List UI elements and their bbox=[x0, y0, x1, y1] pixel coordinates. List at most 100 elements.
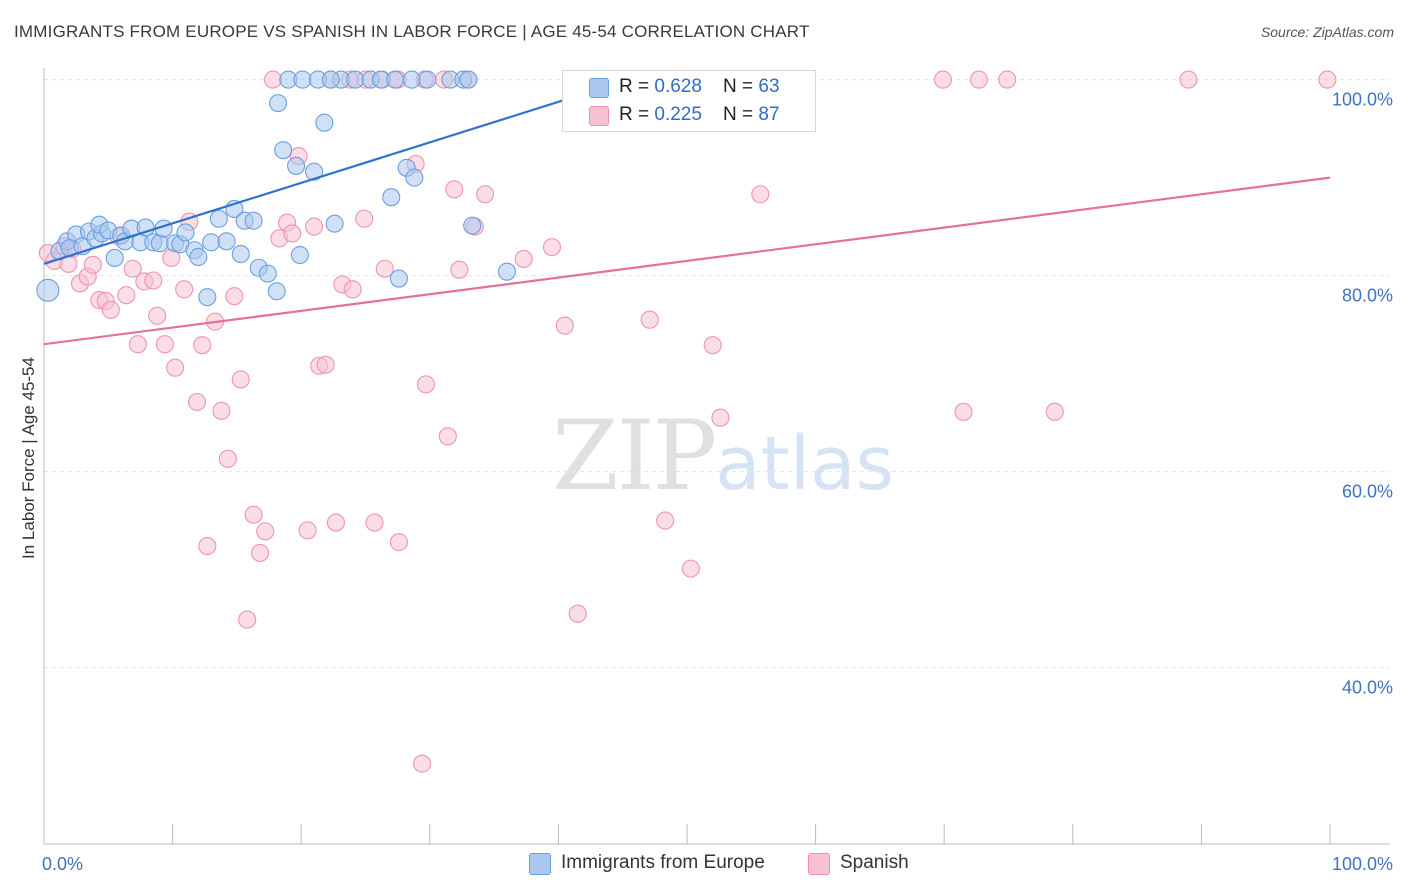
spanish-point bbox=[83, 255, 102, 274]
spanish-point bbox=[283, 224, 302, 243]
spanish-point bbox=[305, 217, 324, 236]
europe-point bbox=[209, 209, 228, 228]
chart-title: IMMIGRANTS FROM EUROPE VS SPANISH IN LAB… bbox=[14, 22, 810, 41]
watermark-zip: ZIP bbox=[552, 400, 717, 512]
europe-legend-swatch bbox=[529, 853, 551, 875]
legend-spanish-stats: R = 0.225 N = 87 bbox=[619, 104, 780, 126]
spanish-point bbox=[101, 300, 120, 319]
y-tick-label: 40.0% bbox=[1342, 678, 1393, 698]
europe-point bbox=[389, 269, 408, 288]
spanish-point bbox=[123, 259, 142, 278]
europe-point bbox=[269, 94, 288, 113]
correlation-legend: R = 0.628 N = 63 R = 0.225 N = 87 bbox=[562, 70, 816, 132]
europe-point bbox=[105, 248, 124, 268]
europe-n-value: 63 bbox=[758, 76, 780, 97]
spanish-legend-swatch bbox=[808, 853, 830, 875]
europe-n-label: N = bbox=[723, 76, 759, 97]
spanish-point bbox=[450, 260, 469, 279]
europe-point bbox=[325, 214, 344, 233]
europe-point bbox=[497, 262, 517, 281]
spanish-point bbox=[389, 533, 408, 552]
spanish-point bbox=[365, 513, 384, 532]
spanish-r-value: 0.225 bbox=[654, 104, 702, 125]
spanish-point bbox=[703, 336, 722, 355]
europe-point bbox=[267, 282, 286, 301]
europe-point bbox=[418, 70, 437, 89]
spanish-point bbox=[218, 449, 237, 468]
spanish-r-label: R = bbox=[619, 104, 655, 125]
europe-point bbox=[463, 216, 482, 235]
spanish-point bbox=[1179, 70, 1198, 89]
europe-trend-line bbox=[43, 78, 630, 265]
spanish-point bbox=[198, 537, 217, 556]
europe-point bbox=[274, 141, 293, 160]
europe-point bbox=[386, 70, 405, 89]
spanish-point bbox=[326, 513, 345, 532]
europe-point bbox=[346, 70, 365, 89]
europe-point bbox=[402, 70, 421, 89]
europe-point bbox=[293, 70, 312, 89]
spanish-point bbox=[555, 316, 574, 335]
spanish-point bbox=[166, 358, 185, 377]
europe-point bbox=[136, 218, 155, 237]
europe-point bbox=[321, 70, 340, 89]
spanish-point bbox=[445, 180, 464, 199]
spanish-point bbox=[231, 370, 250, 389]
spanish-point bbox=[681, 559, 700, 578]
europe-point bbox=[290, 245, 309, 265]
spanish-legend-label: Spanish bbox=[840, 852, 909, 873]
europe-r-label: R = bbox=[619, 76, 655, 97]
spanish-point bbox=[751, 185, 770, 204]
europe-swatch bbox=[589, 78, 609, 98]
spanish-point bbox=[954, 402, 973, 421]
europe-point bbox=[36, 278, 60, 302]
europe-r-value: 0.628 bbox=[654, 76, 702, 97]
spanish-point bbox=[413, 754, 432, 773]
spanish-point bbox=[225, 287, 244, 306]
europe-point bbox=[202, 233, 221, 252]
spanish-point bbox=[514, 249, 533, 268]
spanish-point bbox=[640, 310, 659, 329]
y-tick-label: 100.0% bbox=[1332, 90, 1393, 110]
source-credit: Source: ZipAtlas.com bbox=[1260, 24, 1394, 40]
spanish-point bbox=[175, 280, 194, 299]
spanish-point bbox=[375, 259, 394, 278]
spanish-point bbox=[193, 336, 212, 355]
spanish-point bbox=[355, 209, 374, 228]
spanish-point bbox=[148, 306, 167, 325]
europe-point bbox=[244, 211, 263, 230]
europe-point bbox=[382, 188, 401, 207]
europe-point bbox=[405, 168, 424, 187]
spanish-point bbox=[117, 286, 136, 305]
spanish-point bbox=[316, 355, 335, 374]
spanish-point bbox=[343, 280, 362, 299]
europe-point bbox=[189, 247, 208, 267]
europe-point bbox=[315, 113, 334, 132]
spanish-point bbox=[656, 511, 675, 530]
spanish-point bbox=[416, 375, 435, 394]
spanish-point bbox=[212, 401, 231, 420]
y-tick-label: 60.0% bbox=[1342, 482, 1393, 502]
europe-point bbox=[176, 223, 195, 242]
spanish-point bbox=[263, 70, 282, 89]
spanish-point bbox=[155, 335, 174, 354]
spanish-point bbox=[187, 392, 207, 412]
europe-legend-label: Immigrants from Europe bbox=[561, 852, 765, 873]
y-axis-label: In Labor Force | Age 45-54 bbox=[19, 357, 38, 559]
watermark-atlas: atlas bbox=[715, 421, 895, 507]
spanish-point bbox=[298, 521, 317, 540]
x-tick-label: 100.0% bbox=[1332, 854, 1393, 874]
spanish-point bbox=[1318, 70, 1337, 89]
spanish-point bbox=[238, 610, 257, 629]
spanish-point bbox=[476, 185, 495, 204]
spanish-point bbox=[711, 408, 730, 427]
europe-point bbox=[287, 156, 306, 175]
spanish-point bbox=[144, 271, 163, 290]
spanish-point bbox=[250, 543, 270, 562]
spanish-trend-line bbox=[43, 176, 1331, 346]
europe-point bbox=[231, 244, 250, 264]
europe-point bbox=[198, 288, 217, 307]
spanish-point bbox=[128, 335, 147, 354]
spanish-n-value: 87 bbox=[758, 104, 780, 125]
